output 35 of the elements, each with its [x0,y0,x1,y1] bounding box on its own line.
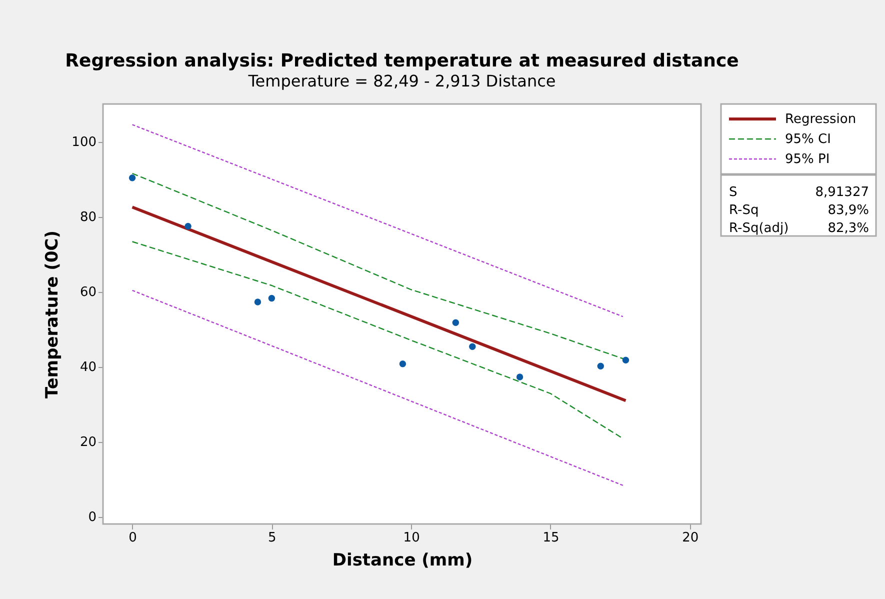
point [516,374,524,380]
y-tick-label: 40 [80,360,96,375]
point [452,319,460,326]
text: R-Sq [729,203,759,218]
x-tick-label: 15 [542,530,560,546]
x-axis-title: Distance (mm) [332,550,473,570]
chart-title: Regression analysis: Predicted temperature at measured distance [65,50,739,72]
text: S [729,185,738,200]
x-tick-label: 0 [128,530,137,546]
x-tick-label: 5 [268,530,276,546]
point [622,356,630,364]
x-tick-label: 20 [682,530,699,546]
y-tick-label: 100 [72,135,96,150]
point [597,362,604,370]
x-tick-label: 10 [403,530,420,546]
y-tick-label: 60 [80,285,96,300]
legend-label: Regression [785,112,856,127]
text: 82,3% [828,221,869,236]
text: R-Sq(adj) [729,221,789,236]
y-tick-label: 20 [80,435,96,450]
line-series [132,241,624,440]
y-tick-label: 0 [88,510,96,525]
legend-label: 95% CI [785,132,831,147]
chart-subtitle: Temperature = 82,49 - 2,913 Distance [247,71,556,90]
text: 8,91327 [815,185,869,200]
y-tick-label: 80 [80,210,96,225]
y-axis-title: Temperature (0C) [42,230,63,399]
point [254,298,262,306]
text: 83,9% [828,203,869,218]
point [399,360,406,368]
point [184,222,192,230]
legend-label: 95% PI [785,152,830,167]
point [128,174,136,182]
point [268,294,276,302]
point [469,343,476,350]
